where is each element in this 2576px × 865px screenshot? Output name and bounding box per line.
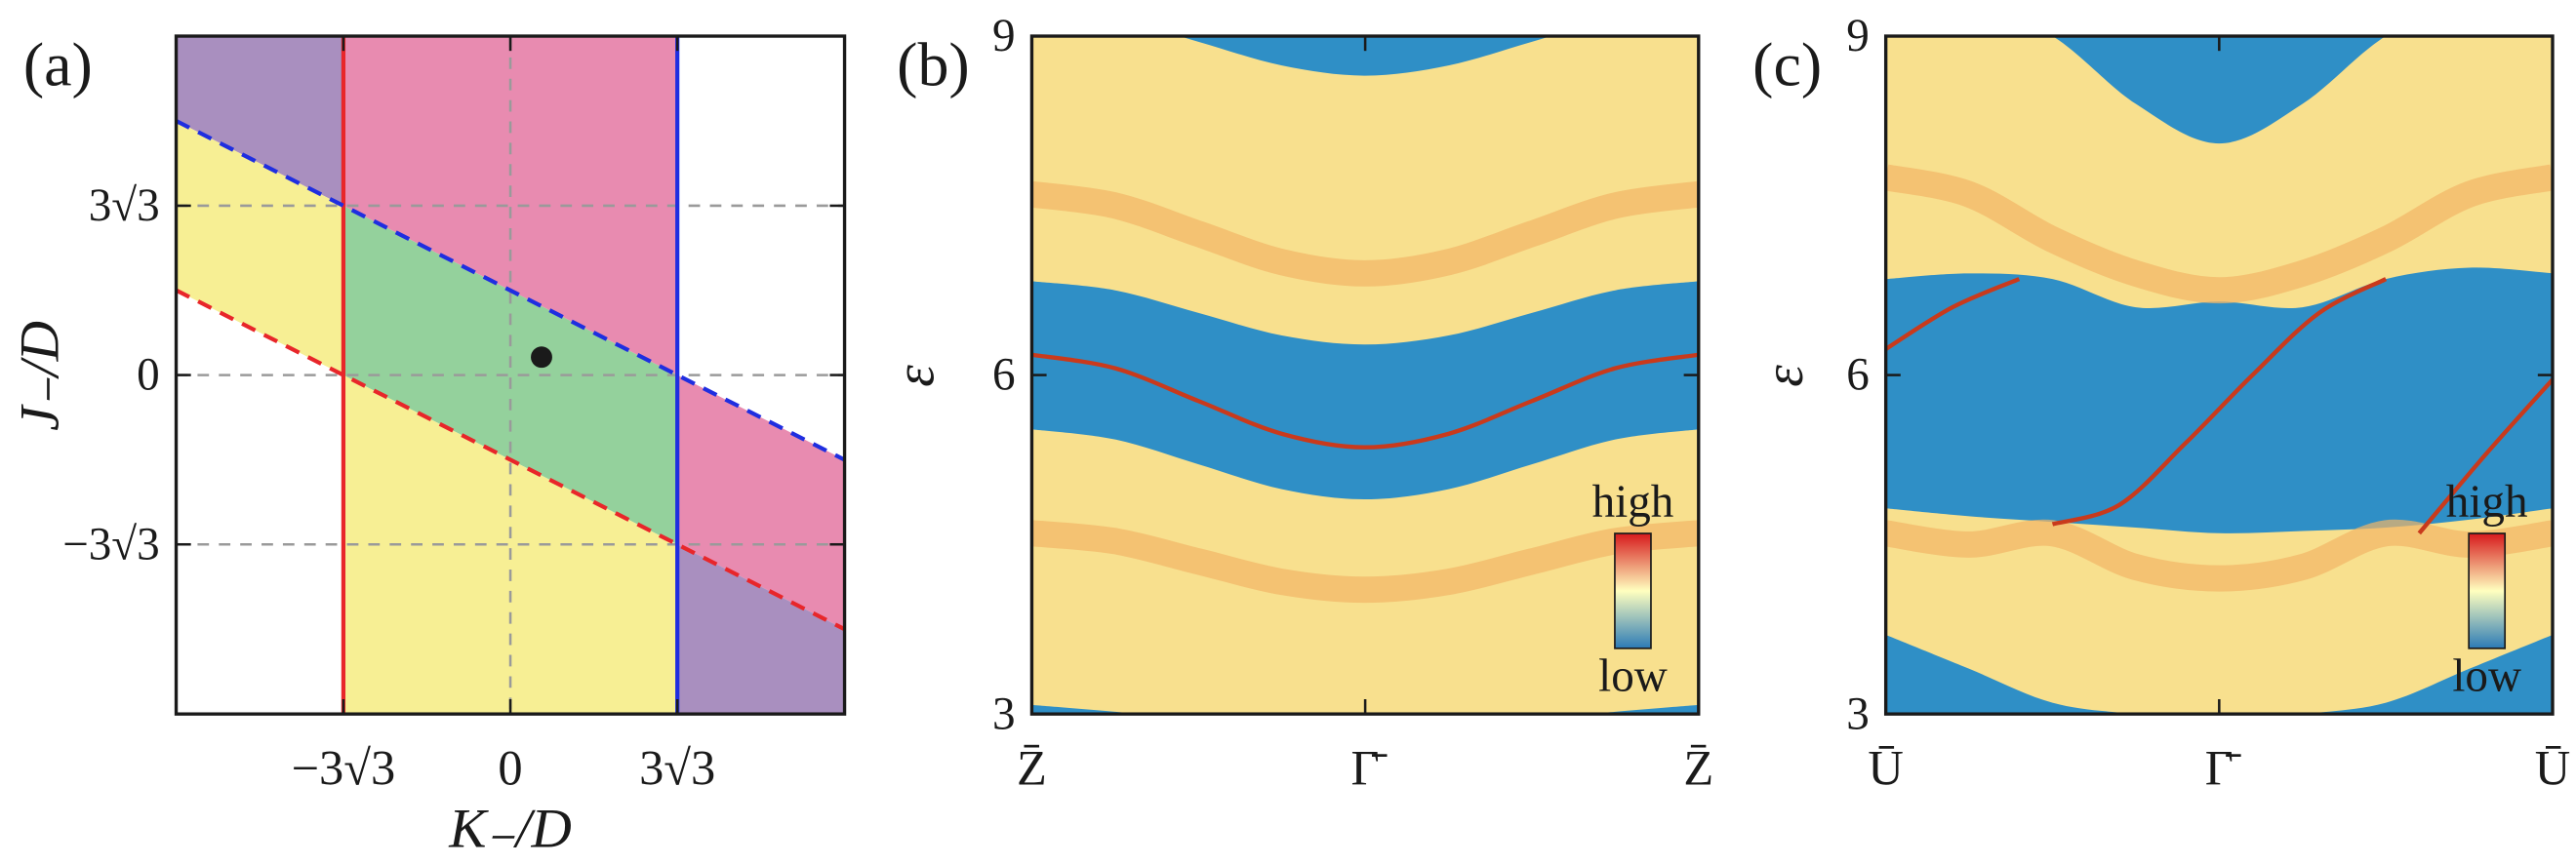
region [342,374,678,715]
region [677,36,845,460]
panel-label: (c) [1752,30,1822,99]
x-tick-label: Γ̄ [2205,741,2241,796]
y-tick-label: 0 [137,350,160,401]
x-tick-label: 0 [498,741,522,796]
x-axis-label: K₋/D [448,798,572,859]
y-tick-label: −3√3 [62,519,160,570]
y-axis-label: ε [884,365,946,387]
x-tick-label: Z̄ [1017,741,1047,796]
x-tick-label: 3√3 [639,741,715,796]
bulk-resonance [1885,519,2553,592]
region [342,36,678,375]
bulk-continuum [1885,508,2553,715]
y-tick-label: 3 [1846,688,1870,739]
bulk-resonance [1031,520,1699,604]
y-tick-label: 3 [992,688,1016,739]
x-tick-label: Ū [1868,741,1903,796]
region [677,544,845,715]
panel-label: (b) [897,30,970,99]
surface-state [2417,377,2553,535]
x-tick-label: −3√3 [292,741,396,796]
colorbar [2468,532,2507,649]
boundary-dashed-line [176,119,845,462]
colorbar-label: high [2446,477,2528,528]
colorbar-label: high [1592,477,1674,528]
x-tick-label: Ū [2535,741,2570,796]
region [677,374,845,630]
bulk-resonance [1031,180,1699,287]
plot-area [1031,36,1699,715]
y-tick-label: 9 [992,11,1016,61]
colorbar-label: low [2452,651,2521,702]
region [342,205,678,545]
colorbar-label: low [1598,651,1668,702]
surface-state [2051,277,2388,527]
plot-area [176,36,845,715]
y-axis-label: ε [1753,365,1815,387]
panel-label: (a) [23,30,93,99]
y-tick-label: 6 [992,350,1016,401]
parameter-point [531,346,552,369]
y-tick-label: 3√3 [89,180,160,231]
plot-area [1885,36,2553,715]
boundary-dashed-line [176,288,845,632]
surface-state [1031,352,1699,450]
x-tick-label: Z̄ [1683,741,1713,796]
region [176,36,343,206]
region [176,290,343,715]
colorbar [1614,532,1652,649]
bulk-continuum [1031,36,1699,345]
x-tick-label: Γ̄ [1351,741,1388,796]
region [176,120,343,375]
bulk-continuum [1031,429,1699,715]
bulk-resonance [1885,164,2553,304]
y-tick-label: 9 [1846,11,1870,61]
y-tick-label: 6 [1846,350,1870,401]
y-axis-label: J₋/D [9,321,70,431]
surface-state [1885,277,2021,351]
